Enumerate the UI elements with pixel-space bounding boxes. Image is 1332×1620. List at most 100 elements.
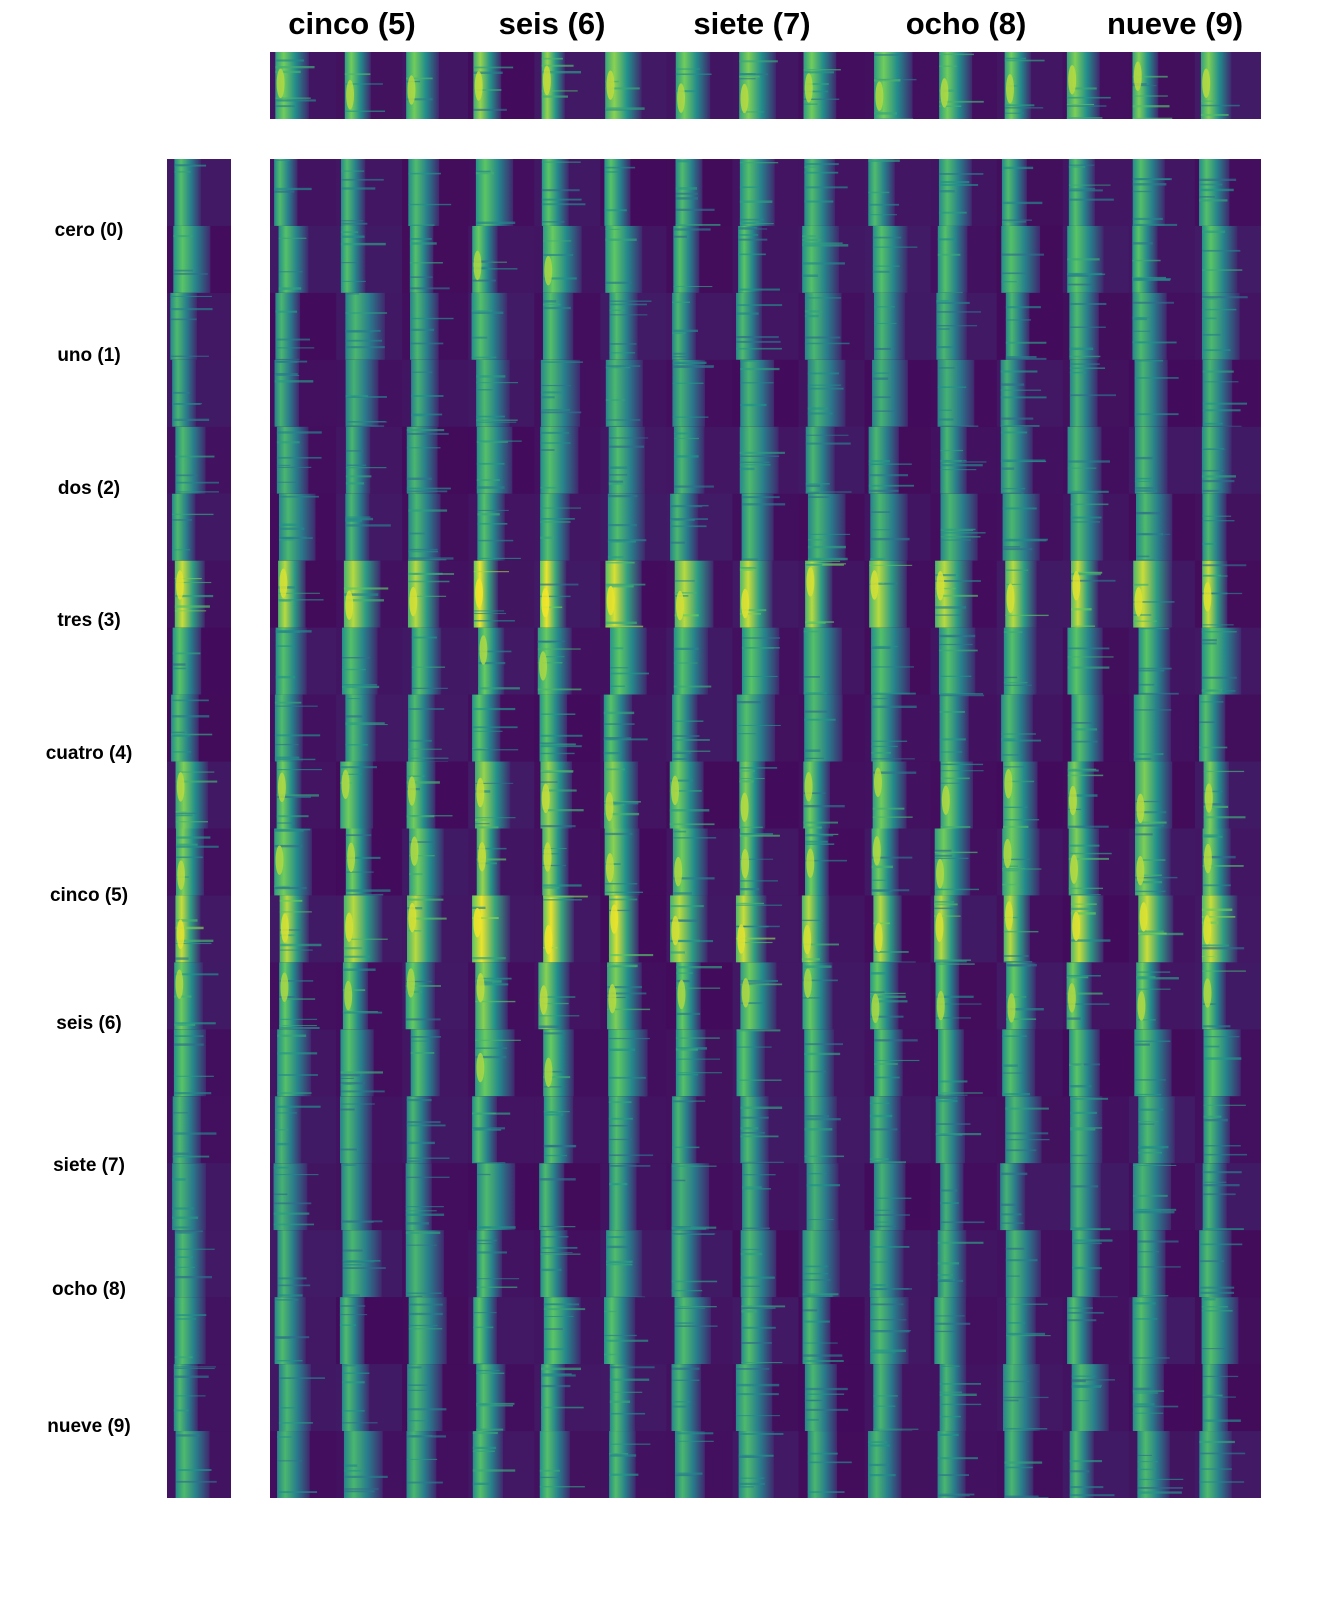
spectrogram-tile <box>996 426 1064 495</box>
spectrogram-tile <box>996 292 1064 361</box>
spectrogram-tile <box>798 895 866 963</box>
spectrogram-tile <box>468 52 535 119</box>
spectrogram-tile <box>930 52 998 119</box>
spectrogram-tile <box>336 493 403 562</box>
spectrogram-tile <box>996 627 1064 697</box>
spectrogram-tile <box>732 895 800 963</box>
spectrogram-tile <box>600 1431 667 1498</box>
spectrogram-tile <box>402 694 469 764</box>
spectrogram-tile <box>666 1431 733 1498</box>
spectrogram-tile <box>167 828 231 896</box>
spectrogram-tile <box>167 159 231 227</box>
spectrogram-tile <box>336 560 403 629</box>
spectrogram-tile <box>270 292 337 361</box>
spectrogram-tile <box>930 1029 998 1097</box>
spectrogram-tile <box>600 292 667 361</box>
spectrogram-tile <box>1194 225 1261 294</box>
spectrogram-tile <box>1194 962 1261 1030</box>
spectrogram-tile <box>270 761 337 829</box>
spectrogram-tile <box>798 225 866 294</box>
spectrogram-tile <box>402 493 469 562</box>
spectrogram-tile <box>1128 761 1196 829</box>
spectrogram-tile <box>930 159 998 227</box>
spectrogram-tile <box>270 962 337 1030</box>
spectrogram-tile <box>468 1297 535 1366</box>
spectrogram-tile <box>798 1230 866 1298</box>
spectrogram-tile <box>600 426 667 495</box>
column-label: ocho (8) <box>905 6 1027 41</box>
spectrogram-tile <box>666 1230 733 1298</box>
spectrogram-tile <box>336 1230 403 1298</box>
spectrogram-tile <box>666 1096 733 1164</box>
main-svg <box>270 159 1261 1498</box>
spectrogram-tile <box>930 962 998 1030</box>
spectrogram-tile <box>996 694 1064 763</box>
spectrogram-tile <box>732 694 800 763</box>
spectrogram-tile <box>996 359 1064 428</box>
spectrogram-tile <box>468 1096 535 1165</box>
spectrogram-tile <box>468 1364 535 1432</box>
spectrogram-tile <box>666 225 733 294</box>
spectrogram-tile <box>270 1029 337 1097</box>
spectrogram-tile <box>798 1096 866 1164</box>
spectrogram-tile <box>336 1096 403 1164</box>
spectrogram-tile <box>600 1096 667 1164</box>
spectrogram-tile <box>1128 694 1196 763</box>
spectrogram-tile <box>930 292 998 361</box>
spectrogram-tile <box>666 426 733 495</box>
spectrogram-tile <box>402 1029 469 1097</box>
spectrogram-tile <box>468 292 535 361</box>
spectrogram-tile <box>270 627 337 696</box>
spectrogram-tile <box>732 828 800 896</box>
spectrogram-tile <box>798 493 866 562</box>
spectrogram-tile <box>930 560 998 629</box>
spectrogram-tile <box>1194 627 1261 696</box>
spectrogram-tile <box>1128 159 1196 227</box>
spectrogram-tile <box>270 426 337 495</box>
spectrogram-tile <box>1128 895 1196 963</box>
spectrogram-tile <box>534 1230 601 1298</box>
spectrogram-tile <box>600 1230 667 1299</box>
spectrogram-tile <box>864 52 932 119</box>
row-label: nueve (9) <box>47 1416 131 1437</box>
spectrogram-tile <box>1062 895 1130 963</box>
spectrogram-tile <box>402 359 469 428</box>
spectrogram-tile <box>534 761 601 829</box>
spectrogram-tile <box>1128 962 1196 1030</box>
source-spectrogram-panel <box>167 159 231 1498</box>
spectrogram-tile <box>534 1297 601 1365</box>
spectrogram-tile <box>732 493 800 562</box>
spectrogram-tile <box>336 225 403 294</box>
spectrogram-tile <box>1194 1431 1261 1498</box>
spectrogram-tile <box>402 159 469 227</box>
spectrogram-tile <box>732 225 800 294</box>
spectrogram-tile <box>1062 359 1130 428</box>
spectrogram-tile <box>1062 1163 1130 1232</box>
spectrogram-tile <box>402 627 469 696</box>
spectrogram-tile <box>864 560 932 629</box>
spectrogram-tile <box>798 627 866 696</box>
spectrogram-tile <box>468 962 535 1030</box>
spectrogram-tile <box>1128 828 1196 896</box>
spectrogram-tile <box>1194 52 1261 119</box>
spectrogram-tile <box>167 761 231 829</box>
column-label: siete (7) <box>693 6 811 41</box>
spectrogram-tile <box>1128 359 1196 428</box>
spectrogram-tile <box>996 962 1064 1030</box>
spectrogram-tile <box>732 560 800 629</box>
spectrogram-tile <box>1194 1364 1261 1432</box>
spectrogram-tile <box>930 828 998 896</box>
spectrogram-tile <box>930 1096 998 1164</box>
spectrogram-tile <box>996 761 1064 829</box>
spectrogram-tile <box>732 1096 800 1164</box>
spectrogram-tile <box>600 828 667 896</box>
row-label: cero (0) <box>54 220 124 241</box>
spectrogram-tile <box>732 159 800 227</box>
spectrogram-tile <box>336 359 403 428</box>
spectrogram-tile <box>600 159 667 227</box>
spectrogram-tile <box>864 493 932 562</box>
spectrogram-tile <box>402 225 469 294</box>
row-label: tres (3) <box>57 610 121 631</box>
spectrogram-tile <box>996 895 1064 964</box>
spectrogram-tile <box>666 493 733 562</box>
